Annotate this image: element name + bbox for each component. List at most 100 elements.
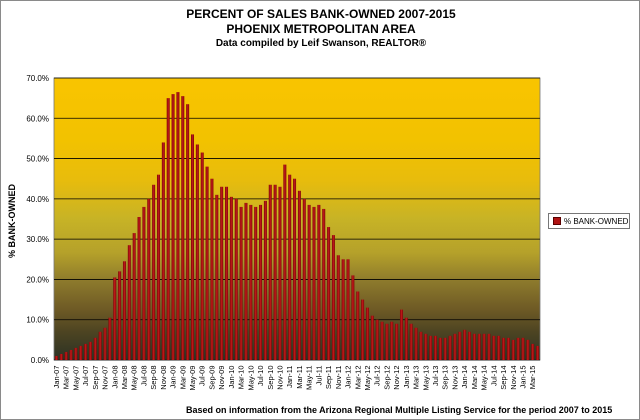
y-tick-label: 0.0% — [31, 356, 49, 365]
bar-May-09 — [191, 134, 195, 360]
bar-Aug-14 — [497, 335, 501, 360]
y-tick-label: 30.0% — [26, 235, 49, 244]
x-tick-label: Jul-14 — [489, 365, 498, 385]
bar-Apr-12 — [361, 299, 365, 360]
bar-Jan-07 — [54, 355, 58, 360]
bar-Jan-08 — [113, 277, 117, 360]
bar-Jun-09 — [195, 144, 199, 360]
x-tick-label: May-09 — [188, 366, 197, 391]
bar-Mar-08 — [122, 261, 126, 360]
bar-Aug-10 — [263, 200, 267, 360]
chart-credit: Data compiled by Leif Swanson, REALTOR® — [215, 38, 427, 49]
bar-Nov-11 — [336, 255, 340, 360]
y-axis-ticks: 0.0% 10.0% 20.0% 30.0% 40.0% 50.0% 60.0% 70.0% — [26, 74, 49, 365]
x-tick-label: Jul-12 — [373, 366, 382, 386]
x-tick-label: Sep-13 — [441, 366, 450, 390]
bar-May-11 — [307, 204, 311, 360]
bar-Oct-11 — [331, 235, 335, 360]
bar-Feb-10 — [234, 198, 238, 360]
bar-Sep-09 — [210, 178, 214, 360]
bar-Aug-09 — [205, 166, 209, 360]
bar-Mar-15 — [531, 343, 535, 360]
x-tick-label: Mar-12 — [353, 366, 362, 390]
x-tick-label: May-13 — [421, 366, 430, 391]
bar-Nov-13 — [453, 333, 457, 360]
bar-Feb-09 — [176, 92, 180, 360]
bar-Oct-10 — [273, 184, 277, 360]
x-tick-label: May-08 — [130, 366, 139, 391]
bar-Jan-11 — [288, 174, 292, 360]
bar-Sep-11 — [327, 227, 331, 360]
bar-Sep-13 — [443, 337, 447, 360]
x-tick-label: Jul-08 — [139, 366, 148, 386]
bar-May-14 — [482, 333, 486, 360]
bar-Mar-10 — [239, 206, 243, 360]
bar-Aug-07 — [88, 341, 92, 360]
bar-Nov-09 — [220, 186, 224, 360]
legend-label: % BANK-OWNED — [564, 216, 629, 226]
bar-Apr-13 — [419, 331, 423, 360]
x-tick-label: May-14 — [480, 366, 489, 391]
bar-Aug-11 — [322, 208, 326, 360]
bar-Feb-08 — [118, 271, 122, 360]
bar-Mar-14 — [472, 333, 476, 360]
bar-Jul-10 — [259, 204, 263, 360]
bar-Feb-15 — [526, 339, 530, 360]
legend-swatch — [553, 217, 561, 225]
chart-subtitle: PHOENIX METROPOLITAN AREA — [226, 22, 416, 36]
bar-Jun-07 — [79, 345, 83, 360]
bar-Feb-07 — [59, 353, 63, 360]
x-tick-label: Jan-14 — [460, 366, 469, 389]
y-tick-label: 10.0% — [26, 316, 49, 325]
bar-Apr-15 — [536, 345, 540, 360]
x-tick-label: Sep-11 — [324, 366, 333, 390]
x-tick-label: Sep-12 — [382, 366, 391, 390]
y-tick-label: 60.0% — [26, 114, 49, 123]
x-tick-label: Nov-12 — [392, 366, 401, 390]
bar-Jun-10 — [254, 206, 258, 360]
x-tick-label: Jul-13 — [431, 366, 440, 386]
bar-Jun-12 — [370, 315, 374, 360]
chart-footnote: Based on information from the Arizona Re… — [186, 405, 613, 415]
bar-Dec-11 — [341, 259, 345, 360]
x-tick-label: Jul-10 — [256, 366, 265, 386]
x-tick-label: Sep-07 — [91, 366, 100, 390]
y-tick-label: 40.0% — [26, 195, 49, 204]
bar-Jan-10 — [229, 196, 233, 360]
bar-Aug-08 — [147, 198, 151, 360]
x-tick-label: Mar-14 — [470, 366, 479, 390]
bar-Apr-08 — [127, 245, 131, 360]
x-tick-label: Mar-10 — [237, 366, 246, 390]
x-tick-label: May-11 — [305, 366, 314, 390]
bar-Nov-14 — [511, 339, 515, 360]
bar-Apr-14 — [477, 333, 481, 360]
x-tick-label: Nov-13 — [450, 366, 459, 390]
bar-Feb-11 — [293, 178, 297, 360]
bar-May-08 — [132, 233, 136, 360]
x-tick-label: Mar-08 — [120, 366, 129, 390]
y-axis-label: % BANK-OWNED — [7, 184, 17, 258]
bar-Sep-08 — [152, 184, 156, 360]
bar-Feb-12 — [351, 275, 355, 360]
x-tick-label: Jul-11 — [314, 366, 323, 386]
x-tick-label: Jan-12 — [344, 366, 353, 389]
x-tick-label: Sep-09 — [207, 366, 216, 390]
bar-Jul-12 — [375, 319, 379, 360]
bar-Mar-09 — [181, 96, 185, 360]
bar-May-10 — [249, 204, 253, 360]
x-tick-label: Mar-09 — [178, 366, 187, 390]
bar-Mar-13 — [414, 327, 418, 360]
bar-Apr-11 — [302, 198, 306, 360]
bar-Jul-11 — [317, 204, 321, 360]
bar-Dec-14 — [516, 337, 520, 360]
bar-Jan-14 — [463, 329, 467, 360]
bar-Jan-13 — [404, 317, 408, 360]
x-tick-label: May-10 — [246, 366, 255, 391]
bars — [54, 92, 540, 361]
x-tick-label: Sep-08 — [149, 366, 158, 390]
x-tick-label: Nov-08 — [159, 366, 168, 390]
x-tick-label: Nov-07 — [101, 366, 110, 390]
bar-Jul-13 — [434, 335, 438, 360]
bar-Oct-12 — [390, 321, 394, 360]
